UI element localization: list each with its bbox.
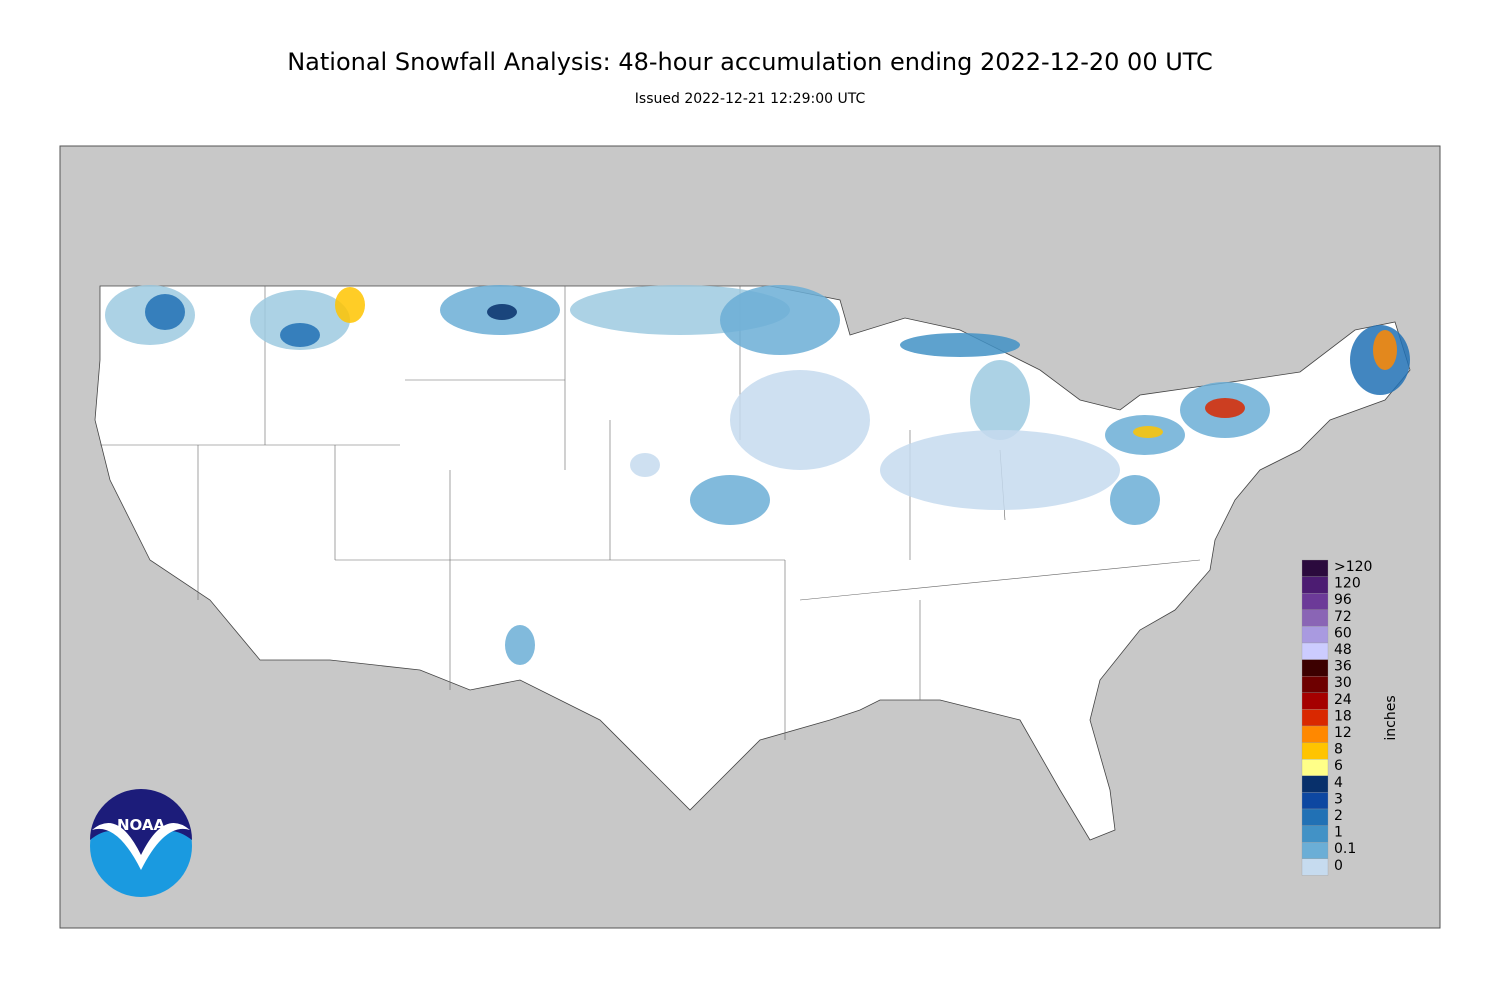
legend-label: 4 bbox=[1334, 775, 1343, 791]
legend-swatch bbox=[1301, 808, 1329, 826]
legend-swatch bbox=[1301, 842, 1329, 859]
legend-label: 1 bbox=[1334, 825, 1343, 841]
subtitle: Issued 2022-12-21 12:29:00 UTC bbox=[635, 91, 866, 107]
legend-swatch bbox=[1301, 659, 1329, 677]
legend-swatch bbox=[1301, 593, 1329, 610]
legend-swatch bbox=[1301, 559, 1329, 577]
legend-label: 24 bbox=[1334, 692, 1352, 708]
legend-swatch bbox=[1301, 709, 1329, 727]
title: National Snowfall Analysis: 48-hour accu… bbox=[287, 48, 1213, 76]
legend-label: 3 bbox=[1334, 791, 1343, 807]
legend-swatch bbox=[1301, 609, 1329, 627]
us-land bbox=[94, 285, 1411, 841]
legend-label: 18 bbox=[1334, 708, 1352, 724]
legend-label: 2 bbox=[1334, 808, 1343, 824]
logo-text: NOAA bbox=[117, 816, 166, 834]
legend-swatch bbox=[1301, 742, 1329, 760]
legend-label: 48 bbox=[1334, 642, 1352, 658]
legend-swatch bbox=[1301, 725, 1329, 743]
legend-swatch bbox=[1301, 775, 1329, 793]
legend-label: 36 bbox=[1334, 659, 1352, 675]
legend-swatch bbox=[1301, 642, 1329, 660]
legend-swatch bbox=[1301, 676, 1329, 693]
legend-label: 8 bbox=[1334, 742, 1343, 758]
legend-label: 120 bbox=[1334, 576, 1361, 592]
legend-label: 0.1 bbox=[1334, 841, 1356, 857]
legend-label: 12 bbox=[1334, 725, 1352, 741]
legend-swatch bbox=[1301, 759, 1329, 776]
legend-label: 30 bbox=[1334, 675, 1352, 691]
legend-label: 72 bbox=[1334, 609, 1352, 625]
legend-label: >120 bbox=[1334, 559, 1372, 575]
legend-swatch bbox=[1301, 576, 1329, 594]
legend-swatch bbox=[1301, 626, 1329, 644]
legend-swatch bbox=[1301, 792, 1329, 810]
legend-label: 6 bbox=[1334, 758, 1343, 774]
legend-label: 96 bbox=[1334, 592, 1352, 608]
legend-label: 60 bbox=[1334, 625, 1352, 641]
legend-label: 0 bbox=[1334, 858, 1343, 874]
legend-swatch bbox=[1301, 692, 1329, 710]
snow-areas bbox=[105, 285, 1410, 665]
legend-swatch bbox=[1301, 858, 1329, 876]
legend-swatch bbox=[1301, 825, 1329, 843]
legend-unit: inches bbox=[1383, 695, 1399, 740]
noaa-logo: NOAA bbox=[90, 789, 192, 897]
